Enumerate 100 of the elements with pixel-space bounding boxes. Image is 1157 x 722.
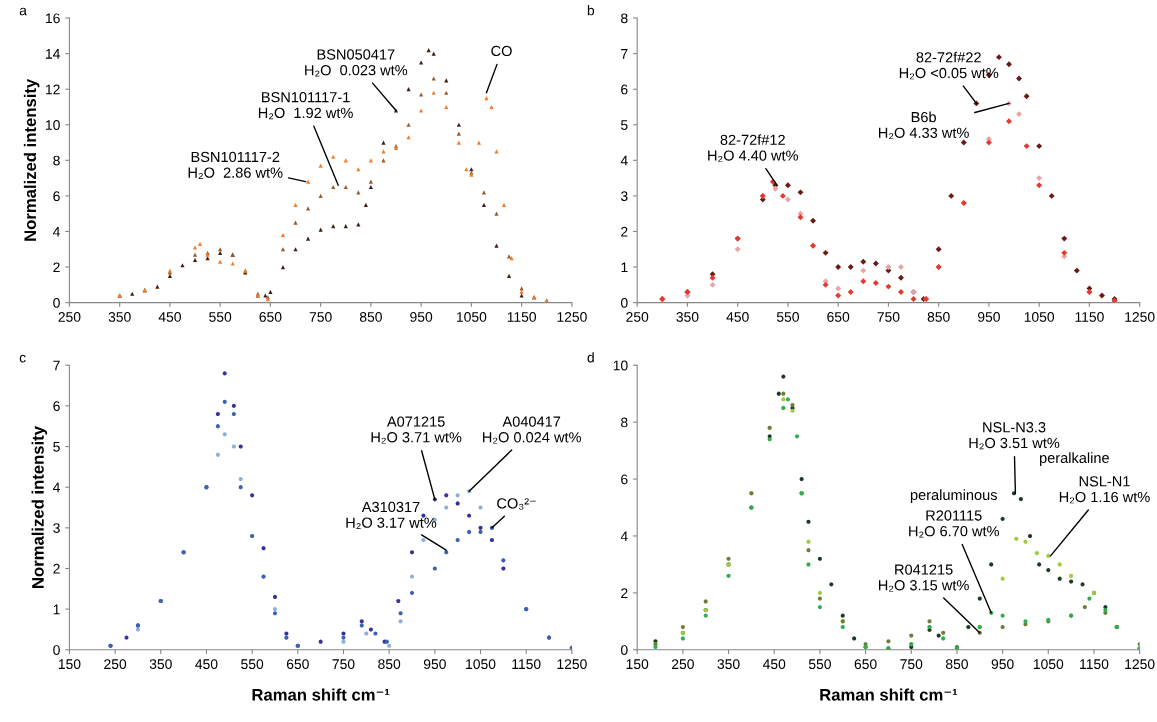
x-tick-label: 350	[108, 312, 131, 322]
x-tick-label: 1150	[1075, 312, 1104, 322]
y-tick-label: 3	[53, 523, 60, 534]
y-tick-label: 8	[53, 155, 60, 166]
y-tick-label: 4	[620, 531, 628, 541]
annotation: A040417 H₂O 0.024 wt%	[483, 416, 581, 444]
y-tick-label: 0	[620, 297, 628, 308]
y-tick-label: 7	[53, 360, 60, 371]
annotation: NSL-N1 H₂O 1.16 wt%	[1059, 476, 1150, 504]
x-tick-label: 350	[676, 312, 699, 322]
y-tick-label: 4	[620, 155, 628, 166]
x-tick-label: 150	[58, 659, 81, 670]
y-tick-label: 3	[620, 191, 628, 202]
x-tick-label: 850	[927, 312, 950, 322]
x-tick-label: 350	[717, 659, 740, 670]
x-axis-title: Raman shift cm⁻¹	[820, 688, 958, 701]
annotation: A310317 H₂O 3.17 wt%	[346, 501, 437, 529]
y-axis-title: Normalized intensity	[23, 78, 40, 241]
y-tick-label: 2	[53, 563, 60, 574]
annotation: R201115 H₂O 6.70 wt%	[909, 510, 1000, 538]
y-tick-label: 6	[621, 474, 628, 485]
x-tick-label: 250	[626, 312, 649, 322]
x-tick-label: 450	[158, 312, 181, 322]
x-tick-label: 650	[286, 659, 309, 670]
y-tick-label: 0	[53, 645, 60, 655]
x-tick-label: 1050	[456, 312, 487, 322]
annotation: B6b H₂O 4.33 wt%	[879, 111, 969, 140]
y-tick-label: 8	[621, 417, 628, 428]
annotation: peralkaline	[1040, 452, 1109, 466]
y-tick-label: 1	[53, 604, 60, 615]
x-tick-label: 850	[359, 312, 382, 322]
x-tick-label: 550	[776, 312, 799, 322]
x-tick-label: 250	[104, 659, 127, 670]
x-tick-label: 1050	[1024, 312, 1055, 322]
annotation: A071215 H₂O 3.71 wt%	[371, 416, 462, 444]
y-tick-label: 4	[52, 482, 60, 493]
y-tick-label: 5	[621, 120, 628, 130]
x-tick-label: 550	[241, 659, 264, 670]
annotation: R041215 H₂O 3.15 wt%	[879, 564, 969, 592]
annotation: CO	[491, 45, 512, 57]
x-tick-label: 950	[410, 312, 433, 322]
x-tick-label: 450	[762, 659, 786, 670]
x-axis-title: Raman shift cm⁻¹	[252, 688, 390, 701]
x-tick-label: 850	[945, 659, 968, 670]
x-tick-label: 650	[854, 659, 877, 670]
x-tick-label: 1250	[557, 312, 587, 322]
x-tick-label: 1150	[507, 312, 537, 322]
x-tick-label: 350	[149, 659, 172, 670]
x-tick-label: 1050	[1033, 659, 1064, 670]
annotation: 82-72f#22 H₂O <0.05 wt%	[899, 51, 999, 80]
chart-title: b	[587, 5, 595, 16]
y-tick-label: 10	[46, 120, 60, 130]
x-tick-label: 750	[877, 312, 900, 322]
x-tick-label: 550	[209, 312, 232, 322]
annotation: peraluminous	[910, 489, 997, 503]
y-tick-label: 10	[613, 360, 628, 371]
y-tick-label: 5	[53, 442, 60, 452]
annotation: 82-72f#12 H₂O 4.40 wt%	[708, 134, 799, 162]
x-tick-label: 950	[423, 659, 446, 670]
x-tick-label: 150	[626, 659, 649, 670]
y-tick-label: 6	[621, 84, 628, 95]
y-tick-label: 8	[621, 13, 628, 24]
annotation: BSN050417 H₂O 0.023 wt%	[305, 49, 408, 77]
annotation: BSN101117-1 H₂O 1.92 wt%	[258, 92, 353, 120]
x-tick-label: 250	[671, 659, 694, 670]
x-tick-label: 850	[378, 659, 401, 670]
chart-title: c	[19, 354, 26, 363]
x-tick-label: 650	[827, 312, 850, 322]
x-tick-label: 750	[309, 312, 332, 322]
x-tick-label: 950	[991, 659, 1014, 670]
x-tick-label: 750	[900, 659, 923, 670]
y-axis-title: Normalized intensity	[31, 426, 48, 588]
x-tick-label: 450	[195, 659, 218, 670]
x-tick-label: 650	[259, 312, 282, 322]
y-tick-label: 12	[46, 84, 60, 95]
chart-title: a	[19, 7, 27, 16]
y-tick-label: 6	[53, 401, 60, 412]
y-tick-label: 6	[53, 191, 60, 202]
x-tick-label: 1250	[557, 659, 587, 670]
y-tick-label: 14	[46, 49, 60, 59]
y-tick-label: 2	[53, 262, 60, 273]
y-tick-label: 4	[52, 226, 60, 237]
chart-title: d	[587, 352, 594, 363]
y-tick-label: 0	[53, 297, 60, 308]
y-tick-label: 1	[621, 262, 628, 273]
annotation: CO₃²⁻	[497, 498, 536, 510]
x-tick-label: 1250	[1125, 659, 1155, 670]
y-tick-label: 2	[621, 226, 628, 237]
x-tick-label: 1150	[512, 659, 541, 670]
y-tick-label: 16	[46, 13, 60, 24]
x-tick-label: 250	[58, 312, 81, 322]
annotation: BSN101117-2 H₂O 2.86 wt%	[188, 151, 283, 179]
x-tick-label: 450	[726, 312, 749, 322]
x-tick-label: 1150	[1080, 659, 1109, 670]
y-tick-label: 2	[621, 588, 628, 598]
x-tick-label: 750	[332, 659, 355, 670]
x-tick-label: 1050	[466, 659, 496, 670]
y-tick-label: 0	[620, 645, 628, 655]
x-tick-label: 950	[977, 312, 1000, 322]
y-tick-label: 7	[621, 49, 628, 59]
